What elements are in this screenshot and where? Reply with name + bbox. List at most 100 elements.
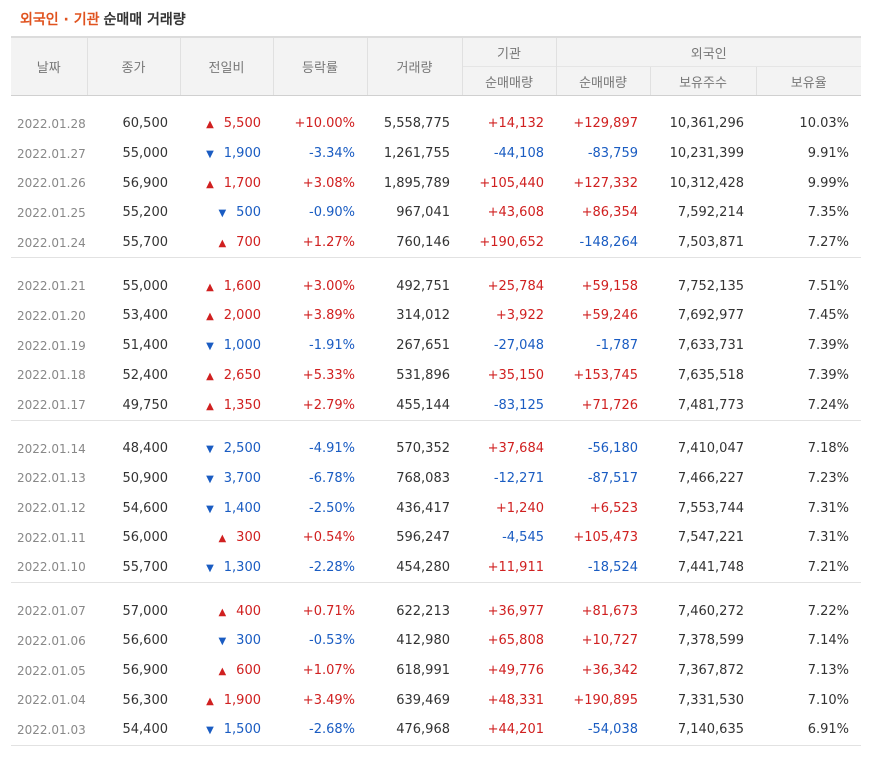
cell-foreign-net: +59,158 bbox=[581, 278, 638, 294]
change-value: 400 bbox=[236, 603, 261, 619]
cell-volume: 639,469 bbox=[396, 692, 450, 708]
cell-close: 55,700 bbox=[122, 235, 169, 251]
header-institution: 기관 bbox=[461, 36, 556, 67]
cell-shares: 7,460,272 bbox=[677, 603, 744, 619]
cell-rate: +3.89% bbox=[302, 308, 355, 324]
cell-volume: 768,083 bbox=[396, 470, 450, 486]
table-row: 2022.01.17 49,750 ▲ 1,350 +2.79% 455,144 -83,1… bbox=[11, 390, 861, 420]
cell-volume: 570,352 bbox=[396, 441, 450, 457]
cell-change: ▲ 400 bbox=[180, 596, 273, 626]
header-rate: 등락률 bbox=[272, 36, 367, 96]
up-triangle-icon: ▲ bbox=[218, 666, 227, 678]
cell-close: 53,400 bbox=[122, 308, 169, 324]
cell-ratio: 7.35% bbox=[807, 205, 849, 221]
cell-volume: 967,041 bbox=[396, 205, 450, 221]
cell-ratio: 7.18% bbox=[807, 441, 849, 457]
table-row: 2022.01.18 52,400 ▲ 2,650 +5.33% 531,896 +35,1… bbox=[11, 361, 861, 391]
cell-change: ▲ 1,600 bbox=[180, 271, 273, 301]
cell-rate: +3.08% bbox=[302, 175, 355, 191]
cell-change: ▲ 2,650 bbox=[180, 361, 273, 391]
up-triangle-icon: ▲ bbox=[206, 400, 214, 412]
header-foreign: 외국인 bbox=[555, 36, 861, 67]
group-divider bbox=[11, 420, 861, 421]
down-triangle-icon: ▼ bbox=[218, 208, 227, 220]
cell-inst-net: -83,125 bbox=[493, 397, 544, 413]
cell-volume: 267,651 bbox=[396, 338, 450, 354]
cell-ratio: 7.22% bbox=[807, 603, 849, 619]
cell-foreign-net: +71,726 bbox=[581, 397, 638, 413]
cell-rate: +1.07% bbox=[302, 663, 355, 679]
cell-inst-net: +3,922 bbox=[495, 308, 544, 324]
cell-close: 56,000 bbox=[122, 530, 169, 546]
cell-change: ▲ 2,000 bbox=[180, 301, 273, 331]
cell-foreign-net: +81,673 bbox=[581, 603, 638, 619]
cell-shares: 7,692,977 bbox=[677, 308, 744, 324]
down-triangle-icon: ▼ bbox=[206, 503, 214, 515]
cell-change: ▲ 5,500 bbox=[180, 109, 273, 139]
table-row: 2022.01.06 56,600 ▼ 300 -0.53% 412,980 +65,808… bbox=[11, 626, 861, 656]
up-triangle-icon: ▲ bbox=[206, 119, 214, 131]
cell-shares: 7,752,135 bbox=[677, 278, 744, 294]
table-row: 2022.01.12 54,600 ▼ 1,400 -2.50% 436,417 +1,24… bbox=[11, 493, 861, 523]
cell-foreign-net: -148,264 bbox=[579, 235, 638, 251]
table-row: 2022.01.03 54,400 ▼ 1,500 -2.68% 476,968 +44,2… bbox=[11, 715, 861, 745]
cell-date: 2022.01.14 bbox=[17, 441, 86, 456]
cell-ratio: 7.39% bbox=[807, 367, 849, 383]
cell-foreign-net: +153,745 bbox=[573, 367, 638, 383]
cell-change: ▼ 3,700 bbox=[180, 464, 273, 494]
cell-inst-net: +25,784 bbox=[487, 278, 544, 294]
cell-shares: 10,312,428 bbox=[669, 175, 744, 191]
cell-foreign-net: +36,342 bbox=[581, 663, 638, 679]
up-triangle-icon: ▲ bbox=[206, 281, 214, 293]
table-body: 2022.01.28 60,500 ▲ 5,500 +10.00% 5,558,775 +1… bbox=[11, 96, 861, 746]
cell-shares: 10,361,296 bbox=[669, 116, 744, 132]
group-spacer bbox=[11, 96, 861, 110]
cell-ratio: 7.31% bbox=[807, 530, 849, 546]
cell-date: 2022.01.27 bbox=[17, 146, 86, 161]
change-value: 700 bbox=[236, 235, 261, 251]
cell-rate: +1.27% bbox=[302, 235, 355, 251]
cell-inst-net: +14,132 bbox=[487, 116, 544, 132]
cell-foreign-net: +127,332 bbox=[573, 175, 638, 191]
cell-inst-net: -44,108 bbox=[493, 146, 544, 162]
cell-foreign-net: +190,895 bbox=[573, 692, 638, 708]
cell-date: 2022.01.07 bbox=[17, 604, 86, 619]
cell-change: ▲ 1,350 bbox=[180, 390, 273, 420]
cell-rate: -0.53% bbox=[309, 633, 355, 649]
cell-close: 55,000 bbox=[122, 278, 169, 294]
cell-foreign-net: +86,354 bbox=[581, 205, 638, 221]
cell-date: 2022.01.11 bbox=[17, 530, 86, 545]
cell-shares: 7,410,047 bbox=[677, 441, 744, 457]
cell-volume: 436,417 bbox=[396, 500, 450, 516]
cell-shares: 7,466,227 bbox=[677, 470, 744, 486]
cell-volume: 492,751 bbox=[396, 278, 450, 294]
cell-shares: 7,503,871 bbox=[677, 235, 744, 251]
change-value: 3,700 bbox=[223, 470, 261, 486]
cell-change: ▲ 300 bbox=[180, 523, 273, 553]
up-triangle-icon: ▲ bbox=[206, 311, 214, 323]
cell-close: 51,400 bbox=[122, 338, 169, 354]
cell-foreign-net: +59,246 bbox=[581, 308, 638, 324]
group-divider bbox=[11, 745, 861, 746]
table-row: 2022.01.27 55,000 ▼ 1,900 -3.34% 1,261,755 -44… bbox=[11, 139, 861, 169]
cell-rate: +10.00% bbox=[294, 116, 355, 132]
cell-close: 50,900 bbox=[122, 470, 169, 486]
cell-date: 2022.01.20 bbox=[17, 308, 86, 323]
cell-change: ▼ 1,400 bbox=[180, 493, 273, 523]
down-triangle-icon: ▼ bbox=[206, 725, 214, 737]
cell-inst-net: +190,652 bbox=[479, 235, 544, 251]
down-triangle-icon: ▼ bbox=[218, 636, 227, 648]
cell-volume: 531,896 bbox=[396, 367, 450, 383]
cell-inst-net: -4,545 bbox=[502, 530, 544, 546]
cell-inst-net: +49,776 bbox=[487, 663, 544, 679]
cell-change: ▲ 600 bbox=[180, 656, 273, 686]
trading-table-container: 날짜 종가 전일비 등락률 거래량 기관 외국인 순매매량 순매매량 보유주수 … bbox=[11, 36, 861, 746]
cell-foreign-net: -54,038 bbox=[587, 722, 638, 738]
cell-close: 56,600 bbox=[122, 633, 169, 649]
cell-shares: 7,441,748 bbox=[677, 559, 744, 575]
table-row: 2022.01.13 50,900 ▼ 3,700 -6.78% 768,083 -12,2… bbox=[11, 464, 861, 494]
cell-date: 2022.01.18 bbox=[17, 368, 86, 383]
cell-ratio: 7.31% bbox=[807, 500, 849, 516]
down-triangle-icon: ▼ bbox=[206, 149, 214, 161]
cell-foreign-net: +105,473 bbox=[573, 530, 638, 546]
